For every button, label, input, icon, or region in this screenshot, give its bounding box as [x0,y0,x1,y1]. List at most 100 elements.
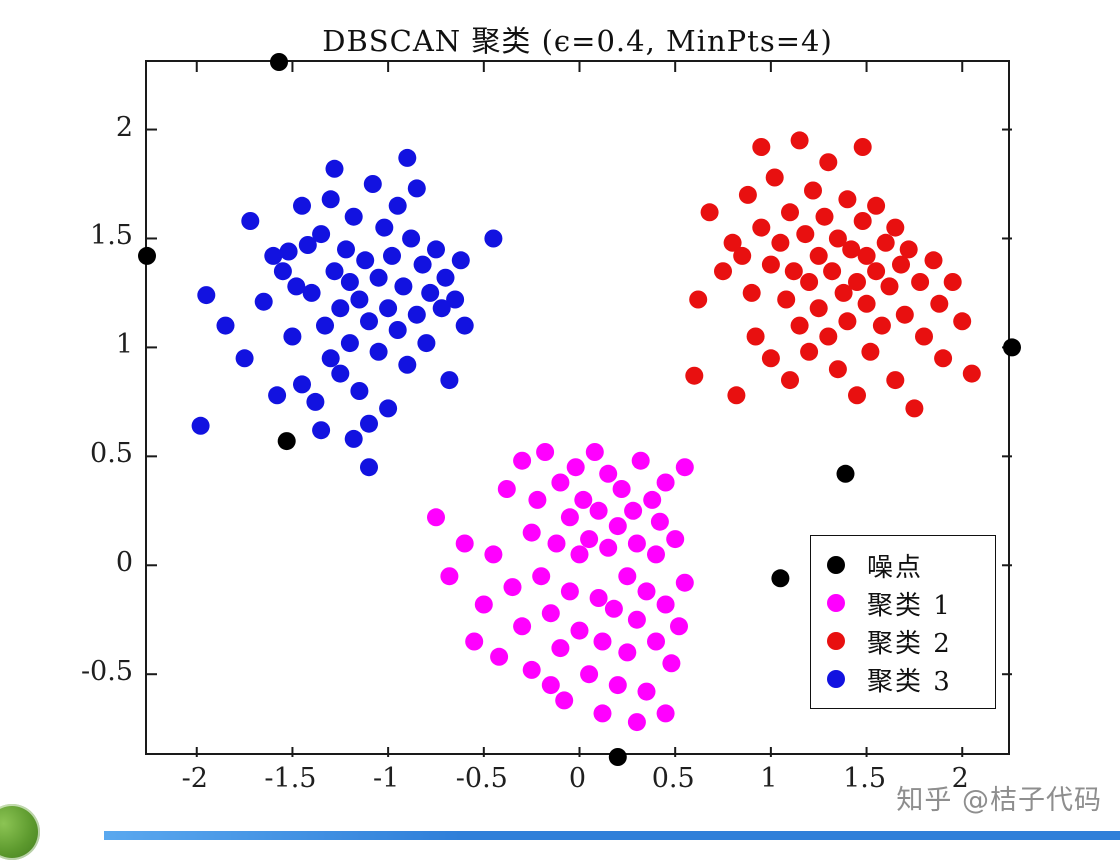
scatter-point [608,676,627,695]
scatter-point [551,639,570,658]
scatter-point [277,432,296,451]
scatter-point [440,567,459,586]
scatter-point [892,255,910,274]
scatter-point [528,490,547,509]
scatter-point [784,262,803,281]
scatter-point [650,512,669,531]
scatter-point [398,148,417,167]
scatter-point [637,682,656,701]
y-tick-label: 1.5 [90,220,133,252]
scatter-point [532,567,551,586]
scatter-point [254,292,273,311]
x-tick-label: -1.5 [264,763,317,794]
scatter-point [287,277,306,296]
scatter-point [752,218,771,237]
legend-label: 聚类 3 [867,666,952,697]
scatter-point [421,283,440,302]
scatter-point [547,534,566,553]
scatter-point [905,399,924,418]
scatter-point [656,704,675,723]
scatter-point [700,203,719,222]
scatter-point [407,305,426,324]
scatter-point [388,196,407,215]
scatter-point [427,240,445,259]
scatter-point [551,473,570,492]
scatter-point [589,589,608,607]
x-tick-label: -0.5 [455,763,508,794]
scatter-point [689,290,708,309]
scatter-point [344,429,363,448]
scatter-point [733,246,752,265]
scatter-point [895,305,914,324]
scatter-point [876,233,895,252]
scatter-point [356,251,375,270]
scatter-point [962,364,981,383]
scatter-point [350,382,369,400]
scatter-point [853,212,872,230]
scatter-point [589,501,608,520]
scatter-point [627,713,646,732]
scatter-point [436,268,455,287]
scatter-point [899,240,918,259]
legend-label: 噪点 [867,552,924,583]
scatter-point [560,508,579,527]
scatter-point [413,255,432,274]
x-tick-label: -2 [181,763,208,794]
legend-label: 聚类 2 [867,628,952,659]
scatter-point [765,168,784,187]
scatter-point [838,190,857,209]
scatter-point [761,255,780,274]
scatter-point [872,316,891,335]
chart-title: DBSCAN 聚类 (ϵ=0.4, MinPts=4) [322,24,833,58]
scatter-point [608,748,627,766]
scatter-point [398,355,417,374]
scatter-point [828,229,847,248]
scatter-point [316,316,334,335]
scatter-point [723,233,742,252]
scatter-point [379,299,398,318]
scatter-point [306,392,325,411]
scatter-point [930,294,949,313]
scatter-point [828,360,847,379]
scatter-point [321,349,340,368]
scatter-point [566,458,585,477]
scatter-point [541,604,560,623]
watermark: 知乎 @桔子代码 [896,785,1102,816]
scatter-point [570,545,589,564]
scatter-point [235,349,254,368]
scatter-point [513,451,532,470]
scatter-point [915,327,933,346]
scatter-point [455,316,474,335]
scatter-point [331,299,350,318]
scatter-point [138,246,156,265]
legend-marker-icon [827,632,845,650]
scatter-point [555,691,574,710]
scatter-point [796,225,815,244]
x-tick-label: 2 [951,763,969,794]
scatter-point [325,159,344,178]
scatter-point [337,240,355,259]
scatter-point [848,386,866,405]
x-tick-label: -1 [372,763,400,794]
scatter-point [216,316,235,335]
scatter-point [270,53,288,71]
scatter-point [727,386,746,405]
scatter-point [624,501,643,520]
scatter-plot-svg [138,53,1021,766]
scatter-point [340,334,359,353]
plot-area: 噪点 聚类 1 聚类 2 聚类 3 [138,53,1021,766]
scatter-point [738,185,757,204]
scatter-point [321,190,340,209]
x-tick-label: 1.5 [843,763,887,794]
scatter-point [394,277,413,296]
scatter-point [350,290,369,309]
scatter-point [312,225,331,244]
scatter-point [746,327,765,346]
scatter-point [842,240,861,259]
legend-item: 聚类 2 [827,622,981,660]
scatter-point [325,262,344,281]
x-tick-label: 0.5 [651,763,695,794]
scatter-point [191,416,210,435]
scatter-point [465,632,484,651]
scatter-point [570,621,589,640]
